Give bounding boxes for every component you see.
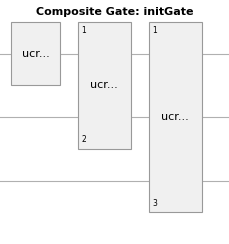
Text: Composite Gate: initGate: Composite Gate: initGate [36,7,193,17]
Text: 1: 1 [152,26,157,35]
Text: ucr...: ucr... [22,49,49,59]
Text: ucr...: ucr... [90,81,118,90]
Text: 2: 2 [81,135,86,144]
Text: 3: 3 [152,199,157,208]
Text: ucr...: ucr... [161,112,189,122]
Text: 1: 1 [81,26,86,35]
Bar [11,22,60,85]
Bar [78,22,131,149]
Bar [149,22,202,212]
